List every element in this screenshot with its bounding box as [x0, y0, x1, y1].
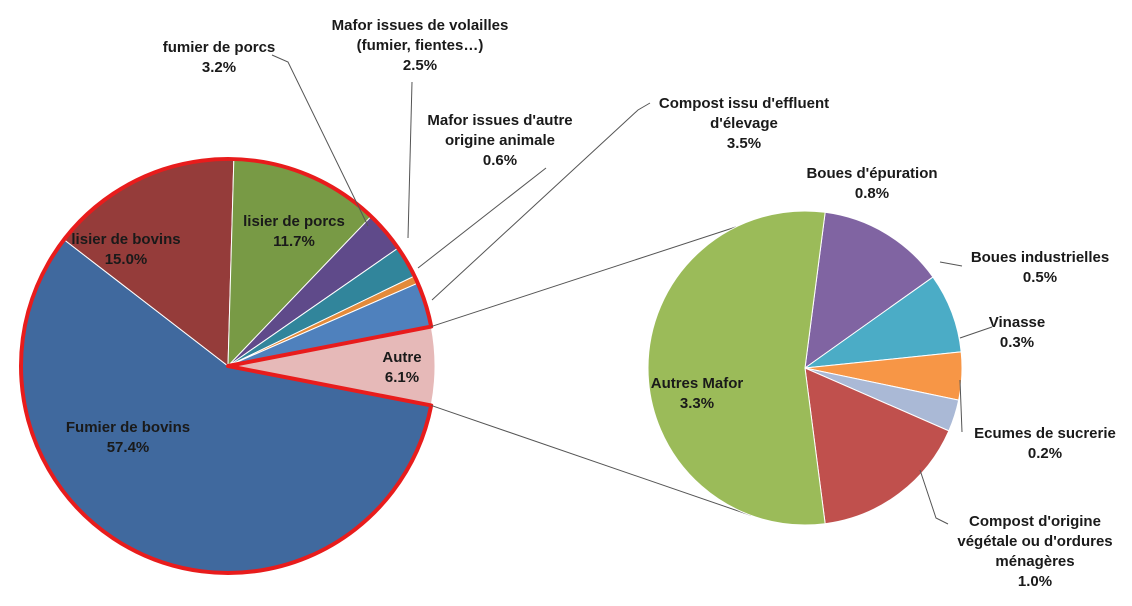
- pie-slice: [647, 210, 826, 526]
- slice-label: Autres Mafor: [651, 375, 744, 392]
- value-label: 0.3%: [1000, 334, 1034, 351]
- slice-label: Fumier de bovins: [66, 419, 190, 436]
- slice-label: Mafor issues d'autre origine animale: [427, 112, 572, 149]
- value-label: 3.2%: [202, 59, 236, 76]
- slice-label: Autre: [382, 349, 421, 366]
- value-label: 0.6%: [483, 152, 517, 169]
- slice-label: fumier de porcs: [163, 39, 276, 56]
- leader-line: [407, 81, 413, 239]
- value-label: 3.5%: [727, 135, 761, 152]
- value-label: 11.7%: [273, 233, 315, 250]
- leader-line: [939, 261, 963, 267]
- value-label: 2.5%: [403, 57, 437, 74]
- slice-label: lisier de porcs: [243, 213, 345, 230]
- value-label: 0.8%: [855, 185, 889, 202]
- leader-line: [959, 326, 993, 339]
- value-label: 0.5%: [1023, 269, 1057, 286]
- slice-label: Vinasse: [989, 314, 1045, 331]
- slice-label: Boues industrielles: [971, 249, 1109, 266]
- value-label: 1.0%: [1018, 573, 1052, 590]
- slice-label: Boues d'épuration: [806, 165, 937, 182]
- connector-line: [431, 404, 752, 517]
- slice-label: Mafor issues de volailles (fumier, fiente…: [332, 17, 509, 54]
- leader-line: [271, 54, 369, 227]
- leader-line: [431, 102, 651, 301]
- value-label: 6.1%: [385, 369, 419, 386]
- connector-line: [431, 226, 737, 328]
- slice-label: Ecumes de sucrerie: [974, 425, 1116, 442]
- slice-label: Compost d'origine végétale ou d'ordures mé…: [957, 513, 1112, 570]
- leader-line: [417, 167, 547, 269]
- value-label: 0.2%: [1028, 445, 1062, 462]
- highlight-outline: [19, 157, 434, 575]
- value-label: 57.4%: [107, 439, 150, 456]
- pie-slice: [804, 367, 950, 525]
- slice-label: Compost issu d'effluent d'élevage: [659, 95, 829, 132]
- leader-line: [959, 379, 963, 433]
- slice-label: lisier de bovins: [71, 231, 180, 248]
- value-label: 15.0%: [105, 251, 148, 268]
- value-label: 3.3%: [680, 395, 714, 412]
- pie-slice: [804, 211, 934, 370]
- leader-line: [919, 469, 949, 525]
